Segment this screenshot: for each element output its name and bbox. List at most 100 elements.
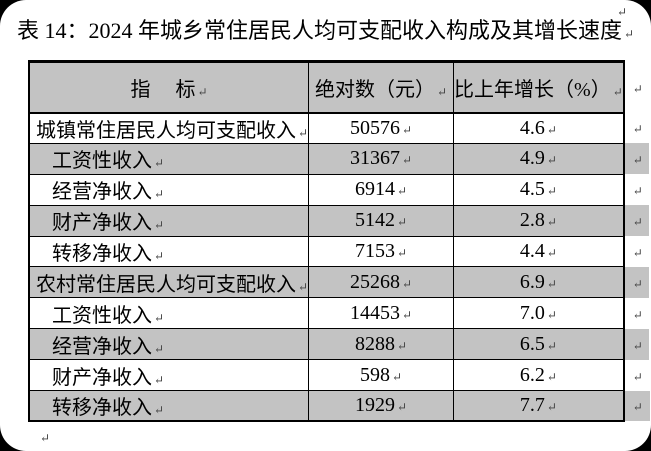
absolute-value-text: 14453 [350, 301, 401, 324]
growth-rate-text: 6.9 [519, 270, 545, 293]
header-indicator: 指 标 ↵ [28, 60, 310, 114]
indicator-cell: 经营净收入 ↵ [28, 328, 310, 361]
paragraph-mark: ↵ [612, 84, 623, 99]
table-row: 转移净收入 ↵ 1929 ↵ 7.7 ↵ ↵ [28, 390, 650, 423]
growth-rate-text: 4.4 [519, 240, 545, 262]
absolute-value-cell: 7153 ↵ [308, 235, 455, 268]
absolute-value-cell: 1929 ↵ [308, 390, 455, 423]
indicator-text: 转移净收入 [52, 397, 152, 420]
row-end-cell: ↵ [624, 298, 650, 329]
paragraph-mark: ↵ [546, 246, 557, 260]
growth-rate-cell: 7.7 ↵ [453, 390, 625, 423]
table-title: 表 14：2024 年城乡常住居民人均可支配收入构成及其增长速度 ↵ [0, 13, 651, 45]
growth-rate-cell: 4.5 ↵ [453, 173, 625, 206]
indicator-text: 经营净收入 [52, 335, 152, 358]
row-end-cell: ↵ [624, 62, 650, 113]
paragraph-mark: ↵ [154, 310, 165, 325]
growth-rate-cell: 6.9 ↵ [453, 266, 625, 299]
growth-rate-text: 6.2 [519, 363, 545, 386]
absolute-value-text: 8288 [355, 332, 396, 355]
absolute-value-text: 7153 [355, 240, 396, 262]
paragraph-mark: ↵ [546, 400, 557, 415]
absolute-value-text: 31367 [350, 147, 401, 170]
paragraph-mark: ↵ [632, 369, 643, 384]
paragraph-mark: ↵ [632, 276, 643, 291]
row-end-cell: ↵ [623, 266, 650, 298]
absolute-value-cell: 8288 ↵ [308, 328, 455, 361]
paragraph-mark: ↵ [632, 338, 643, 353]
growth-rate-text: 4.5 [519, 178, 545, 201]
paragraph-mark: ↵ [546, 215, 557, 230]
absolute-value-text: 25268 [350, 270, 401, 293]
table-row: 城镇常住居民人均可支配收入 ↵ 50576 ↵ 4.6 ↵ ↵ [28, 112, 650, 144]
paragraph-mark: ↵ [546, 338, 557, 353]
indicator-text: 财产净收入 [52, 212, 152, 235]
indicator-text: 转移净收入 [52, 243, 152, 265]
paragraph-mark: ↵ [197, 84, 208, 99]
row-end-cell: ↵ [623, 328, 650, 360]
absolute-value-cell: 5142 ↵ [308, 204, 455, 237]
growth-rate-cell: 6.2 ↵ [453, 359, 625, 392]
paragraph-mark: ↵ [623, 27, 635, 41]
indicator-text: 城镇常住居民人均可支配收入 [36, 119, 296, 142]
table-row: 经营净收入 ↵ 8288 ↵ 6.5 ↵ ↵ [28, 328, 650, 361]
table-row: 财产净收入 ↵ 5142 ↵ 2.8 ↵ ↵ [28, 204, 650, 237]
paragraph-mark: ↵ [154, 249, 165, 263]
paragraph-mark: ↵ [402, 153, 413, 168]
growth-rate-text: 4.6 [519, 116, 545, 139]
growth-rate-text: 7.7 [519, 394, 545, 417]
row-end-cell: ↵ [624, 360, 650, 391]
absolute-value-text: 50576 [350, 116, 401, 139]
paragraph-mark: ↵ [397, 246, 408, 260]
paragraph-mark: ↵ [154, 403, 165, 418]
paragraph-mark: ↵ [154, 341, 165, 356]
row-end-cell: ↵ [623, 390, 650, 422]
table-row: 经营净收入 ↵ 6914 ↵ 4.5 ↵ ↵ [28, 173, 650, 206]
indicator-text: 农村常住居民人均可支配收入 [36, 273, 296, 296]
paragraph-mark: ↵ [632, 246, 643, 260]
paragraph-mark: ↵ [298, 279, 309, 294]
absolute-value-cell: 50576 ↵ [308, 112, 455, 144]
header-growth-rate: 比上年增长（%） ↵ [453, 60, 625, 114]
indicator-cell: 城镇常住居民人均可支配收入 ↵ [28, 112, 310, 144]
growth-rate-cell: 7.0 ↵ [453, 297, 625, 330]
absolute-value-cell: 14453 ↵ [308, 297, 455, 330]
paragraph-mark: ↵ [402, 307, 413, 322]
paragraph-mark: ↵ [546, 153, 557, 168]
absolute-value-cell: 25268 ↵ [308, 266, 455, 299]
paragraph-mark: ↵ [397, 184, 408, 199]
growth-rate-cell: 4.9 ↵ [453, 142, 625, 175]
paragraph-mark: ↵ [546, 307, 557, 322]
table-row: 财产净收入 ↵ 598 ↵ 6.2 ↵ ↵ [28, 359, 650, 392]
indicator-cell: 财产净收入 ↵ [28, 359, 310, 392]
header-growth-text: 比上年增长（%） [454, 78, 611, 101]
absolute-value-text: 598 [360, 363, 391, 386]
paragraph-mark: ↵ [298, 125, 309, 140]
absolute-value-cell: 6914 ↵ [308, 173, 455, 206]
paragraph-mark: ↵ [632, 184, 643, 199]
paragraph-mark: ↵ [40, 431, 51, 445]
header-indicator-text: 指 标 [130, 78, 196, 101]
paragraph-mark: ↵ [154, 187, 165, 202]
paragraph-mark: ↵ [546, 184, 557, 199]
paragraph-mark: ↵ [632, 215, 643, 230]
paragraph-mark: ↵ [392, 369, 403, 384]
header-absolute-text: 绝对数（元） [315, 78, 436, 101]
growth-rate-cell: 4.6 ↵ [453, 112, 625, 144]
growth-rate-text: 7.0 [519, 301, 545, 324]
paragraph-mark: ↵ [402, 276, 413, 291]
paragraph-mark: ↵ [397, 338, 408, 353]
paragraph-mark: ↵ [632, 400, 643, 415]
absolute-value-text: 1929 [355, 394, 396, 417]
growth-rate-text: 6.5 [519, 332, 545, 355]
paragraph-mark: ↵ [632, 122, 643, 137]
indicator-cell: 转移净收入 ↵ [28, 235, 310, 268]
paragraph-mark: ↵ [546, 122, 557, 137]
table-row: 农村常住居民人均可支配收入 ↵ 25268 ↵ 6.9 ↵ ↵ [28, 266, 650, 299]
table-row: 转移净收入 ↵ 7153 ↵ 4.4 ↵ ↵ [28, 235, 650, 268]
growth-rate-text: 2.8 [519, 209, 545, 232]
paragraph-mark: ↵ [632, 307, 643, 322]
indicator-cell: 财产净收入 ↵ [28, 204, 310, 237]
paragraph-mark: ↵ [397, 215, 408, 230]
